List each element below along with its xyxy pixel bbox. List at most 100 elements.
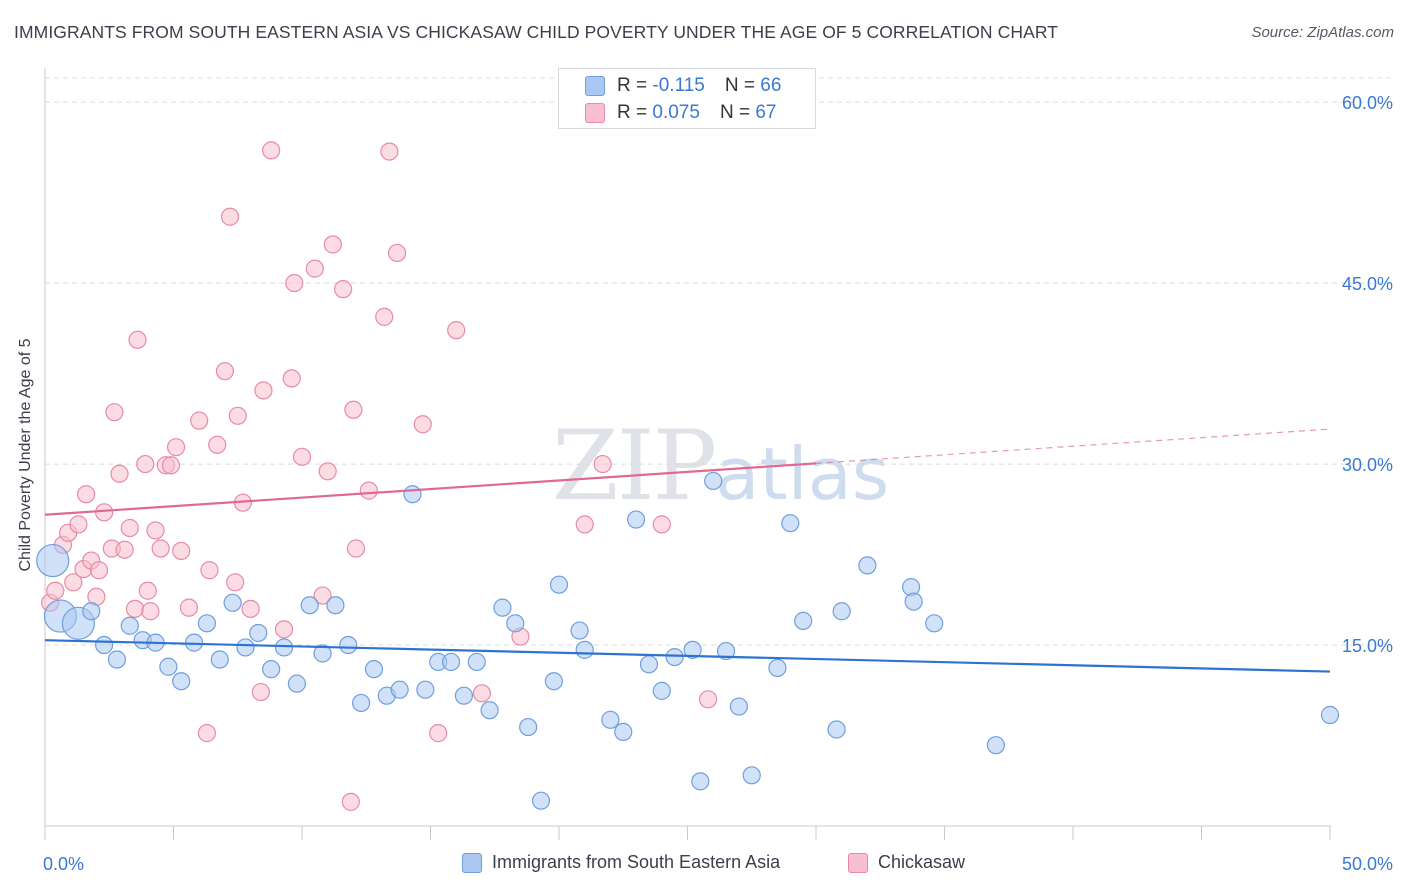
sea-point — [467, 652, 486, 672]
sea-point — [403, 485, 422, 504]
sea-point — [197, 614, 217, 633]
chickasaw-point — [89, 561, 109, 580]
sea-point — [614, 722, 633, 741]
sea-point — [416, 680, 435, 699]
chickasaw-point — [387, 243, 407, 263]
chickasaw-point — [172, 541, 191, 561]
chickasaw-point — [228, 406, 247, 425]
sea-point — [210, 650, 229, 669]
chickasaw-point — [215, 362, 234, 381]
chickasaw-point — [285, 273, 304, 293]
sea-point — [925, 614, 944, 633]
sea-point — [159, 657, 178, 676]
chickasaw-trend-line — [44, 462, 817, 516]
legend-label-sea: Immigrants from South Eastern Asia — [492, 852, 781, 872]
y-tick-label: 30.0% — [1342, 455, 1393, 475]
y-tick-label: 15.0% — [1342, 636, 1393, 656]
legend-n-label: N = — [724, 75, 755, 96]
sea-point — [480, 701, 499, 720]
chickasaw-point — [95, 503, 114, 522]
chickasaw-point — [125, 599, 145, 618]
sea-point — [1320, 705, 1340, 725]
sea-point — [493, 598, 512, 617]
sea-point — [531, 791, 551, 810]
chickasaw-points — [41, 141, 718, 811]
sea-point — [904, 592, 923, 611]
chickasaw-point — [375, 307, 394, 326]
source-label: Source: ZipAtlas.com — [1251, 24, 1394, 41]
sea-point — [575, 640, 594, 659]
watermark-atlas: atlas — [715, 432, 890, 516]
sea-point — [781, 514, 800, 533]
sea-point — [95, 635, 114, 655]
sea-point — [249, 623, 268, 643]
sea-point — [262, 660, 281, 679]
sea-point — [768, 658, 787, 678]
sea-point — [549, 575, 569, 594]
sea-point — [519, 717, 538, 737]
chickasaw-point — [105, 403, 124, 422]
sea-point — [665, 647, 684, 667]
chickasaw-point — [251, 682, 270, 702]
legend-n-value-chickasaw: 67 — [755, 102, 777, 123]
chickasaw-point — [262, 141, 281, 160]
chickasaw-point — [77, 485, 96, 504]
sea-point — [716, 641, 736, 661]
correlation-legend: R = -0.115 N = 66 R = 0.075 N = 67 — [558, 68, 816, 129]
legend-item-chickasaw: Chickasaw — [848, 852, 965, 873]
chickasaw-point — [346, 539, 366, 558]
sea-point — [794, 611, 813, 631]
chickasaw-point — [64, 573, 83, 592]
legend-label-chickasaw: Chickasaw — [878, 852, 966, 872]
chickasaw-point — [318, 462, 337, 481]
chickasaw-point — [334, 280, 353, 299]
chickasaw-point — [323, 235, 342, 254]
chickasaw-point — [46, 581, 65, 600]
chickasaw-point — [413, 415, 432, 434]
chickasaw-point — [110, 464, 129, 483]
chickasaw-point — [344, 400, 363, 419]
sea-point — [172, 672, 191, 691]
sea-point — [570, 621, 589, 640]
legend-r-value-sea: -0.115 — [652, 75, 705, 96]
chickasaw-point — [146, 521, 165, 540]
chickasaw-point — [472, 684, 491, 703]
sea-point — [390, 680, 409, 699]
chickasaw-point — [274, 620, 294, 639]
sea-point — [691, 772, 710, 791]
sea-trend-line — [44, 639, 1331, 673]
chickasaw-point — [120, 518, 139, 538]
sea-point — [454, 686, 474, 705]
sea-point — [832, 602, 851, 621]
sea-point — [36, 543, 70, 578]
legend-r-value-chickasaw: 0.075 — [652, 102, 700, 123]
sea-point — [287, 674, 306, 693]
chickasaw-point — [698, 690, 718, 709]
chickasaw-point — [241, 599, 260, 618]
legend-item-sea: Immigrants from South Eastern Asia — [462, 852, 780, 873]
sea-point — [827, 720, 846, 739]
sea-point — [339, 635, 358, 655]
sea-point — [544, 672, 563, 691]
legend-row-sea: R = -0.115 N = 66 — [585, 73, 781, 99]
x-tick-label: 0.0% — [43, 854, 84, 874]
sea-point — [729, 697, 749, 716]
watermark: ZIPatlas — [552, 410, 889, 522]
sea-point — [986, 736, 1006, 755]
x-tick-label: 50.0% — [1342, 854, 1393, 874]
chickasaw-point — [138, 581, 157, 600]
sea-point — [639, 655, 659, 674]
sea-point — [107, 650, 127, 669]
chickasaw-point — [220, 207, 240, 226]
chickasaw-point — [429, 724, 448, 743]
chart-title: IMMIGRANTS FROM SOUTH EASTERN ASIA VS CH… — [14, 22, 1059, 42]
chickasaw-point — [208, 435, 227, 454]
chickasaw-point — [292, 447, 312, 466]
sea-point — [364, 660, 384, 679]
chickasaw-point — [179, 598, 199, 617]
chickasaw-point — [593, 454, 612, 474]
sea-point — [683, 640, 702, 659]
series-legend: Immigrants from South Eastern Asia Chick… — [0, 852, 1406, 878]
sea-point — [704, 471, 723, 491]
chickasaw-point — [136, 454, 155, 474]
